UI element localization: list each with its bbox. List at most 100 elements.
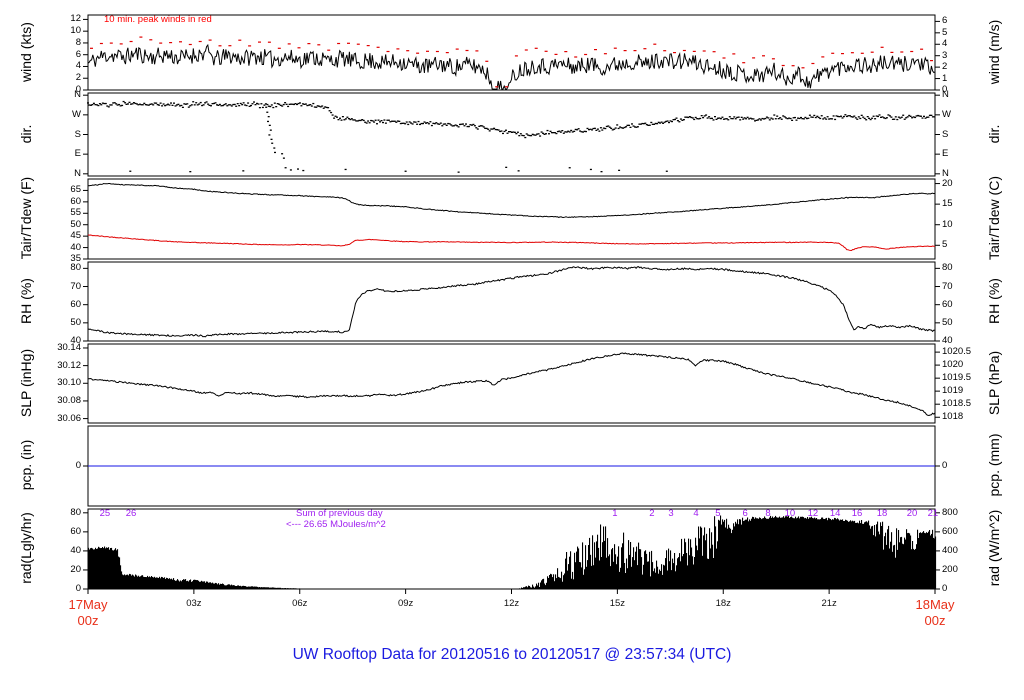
peak-dot [870, 51, 874, 53]
dir-dot [512, 131, 515, 133]
dir-dot [371, 120, 374, 122]
rad-bar [133, 575, 135, 589]
rad-bar [852, 520, 854, 589]
rad-bar [191, 581, 193, 589]
rad-bar [778, 517, 780, 589]
rad-bar [635, 551, 637, 589]
rad-bar [871, 526, 873, 589]
dir-dot [500, 130, 503, 132]
dir-dot [161, 105, 164, 107]
rad-bar [294, 588, 296, 589]
dir-dot [307, 104, 310, 106]
rad-bar [797, 517, 799, 589]
panel-wind [87, 14, 936, 91]
rad-bar [622, 543, 624, 589]
dir-dot [688, 116, 691, 118]
dir-dot [218, 103, 221, 106]
rad-bar [219, 584, 221, 589]
rad-bar [818, 519, 820, 589]
rad-bar [101, 548, 103, 589]
rad-bar [831, 520, 833, 589]
rad-bar [275, 587, 277, 589]
rad-bar [801, 516, 803, 589]
dir-dot [330, 111, 333, 114]
rad-day-marker: 25 [99, 508, 111, 519]
dir-dot [175, 104, 178, 106]
dir-dot-outlier [302, 169, 305, 172]
rad-bar [672, 558, 674, 589]
dir-dot [216, 104, 218, 106]
dir-dot [389, 121, 392, 123]
dir-dot [645, 124, 648, 126]
rad-bar [550, 573, 552, 589]
peak-dot [386, 50, 390, 53]
dir-dot [459, 123, 461, 126]
dir-dot [669, 120, 672, 122]
rad-bar [648, 561, 650, 589]
peak-dot [465, 49, 469, 52]
dir-dot [848, 115, 851, 117]
rad-bar [892, 551, 894, 589]
rad-bar [620, 567, 622, 589]
rad-bar [770, 515, 772, 589]
dir-dot [260, 103, 263, 105]
tick-label-left-temp: 50 [70, 218, 81, 230]
rad-bar [664, 565, 666, 589]
peak-dot [307, 43, 311, 45]
dir-dot [635, 126, 638, 128]
rad-bar [142, 575, 144, 589]
rad-bar [683, 554, 685, 589]
tick-label-left-temp: 55 [70, 207, 81, 219]
rad-day-marker: 1 [612, 508, 618, 519]
rad-bar [659, 569, 661, 589]
rad-bar [552, 577, 554, 589]
tick-label-right-temp: 5 [942, 239, 948, 251]
rad-bar [261, 587, 263, 589]
dir-dot [767, 117, 770, 119]
dir-dot [801, 118, 804, 120]
dir-dot [906, 116, 909, 118]
dir-dot [626, 124, 629, 126]
rad-bar [254, 586, 256, 589]
rad-bar [690, 539, 692, 589]
rad-bar [762, 518, 764, 589]
dir-dot [107, 106, 110, 108]
dir-dot [313, 106, 316, 108]
dir-dot [201, 104, 204, 107]
dir-dot [195, 102, 198, 104]
rad-bar [678, 557, 680, 589]
rad-bar [611, 549, 613, 589]
rad-bar [138, 575, 140, 589]
rad-bar [721, 524, 723, 589]
dir-dot [230, 105, 233, 107]
rad-bar [798, 516, 800, 589]
peak-dot [791, 65, 795, 67]
rad-bar [201, 580, 203, 589]
tick-label-left-rad: 20 [70, 563, 81, 575]
tick-label-right-rh: 70 [942, 280, 953, 292]
dir-dot [666, 120, 669, 122]
rad-bar [555, 574, 557, 589]
dir-dot [685, 116, 688, 118]
rad-bar [861, 520, 863, 589]
x-tick-label: 09z [397, 598, 414, 609]
dir-dot [100, 104, 103, 106]
rad-bar [761, 519, 763, 589]
rad-bar [265, 587, 267, 589]
dir-dot [205, 101, 208, 103]
dir-dot [585, 130, 587, 133]
dir-dot [789, 117, 792, 120]
dir-dot [475, 127, 478, 129]
rad-bar [573, 579, 575, 589]
dir-dot [576, 129, 579, 131]
dir-dot [545, 133, 547, 135]
rad-bar [824, 519, 826, 589]
rad-bar [744, 520, 746, 589]
peak-dot [218, 45, 222, 47]
rad-bar [199, 581, 201, 589]
rad-bar [900, 537, 902, 589]
dir-dot [168, 104, 171, 106]
dir-dot [693, 118, 696, 121]
dir-dot [519, 133, 522, 135]
dir-dot [493, 127, 496, 129]
